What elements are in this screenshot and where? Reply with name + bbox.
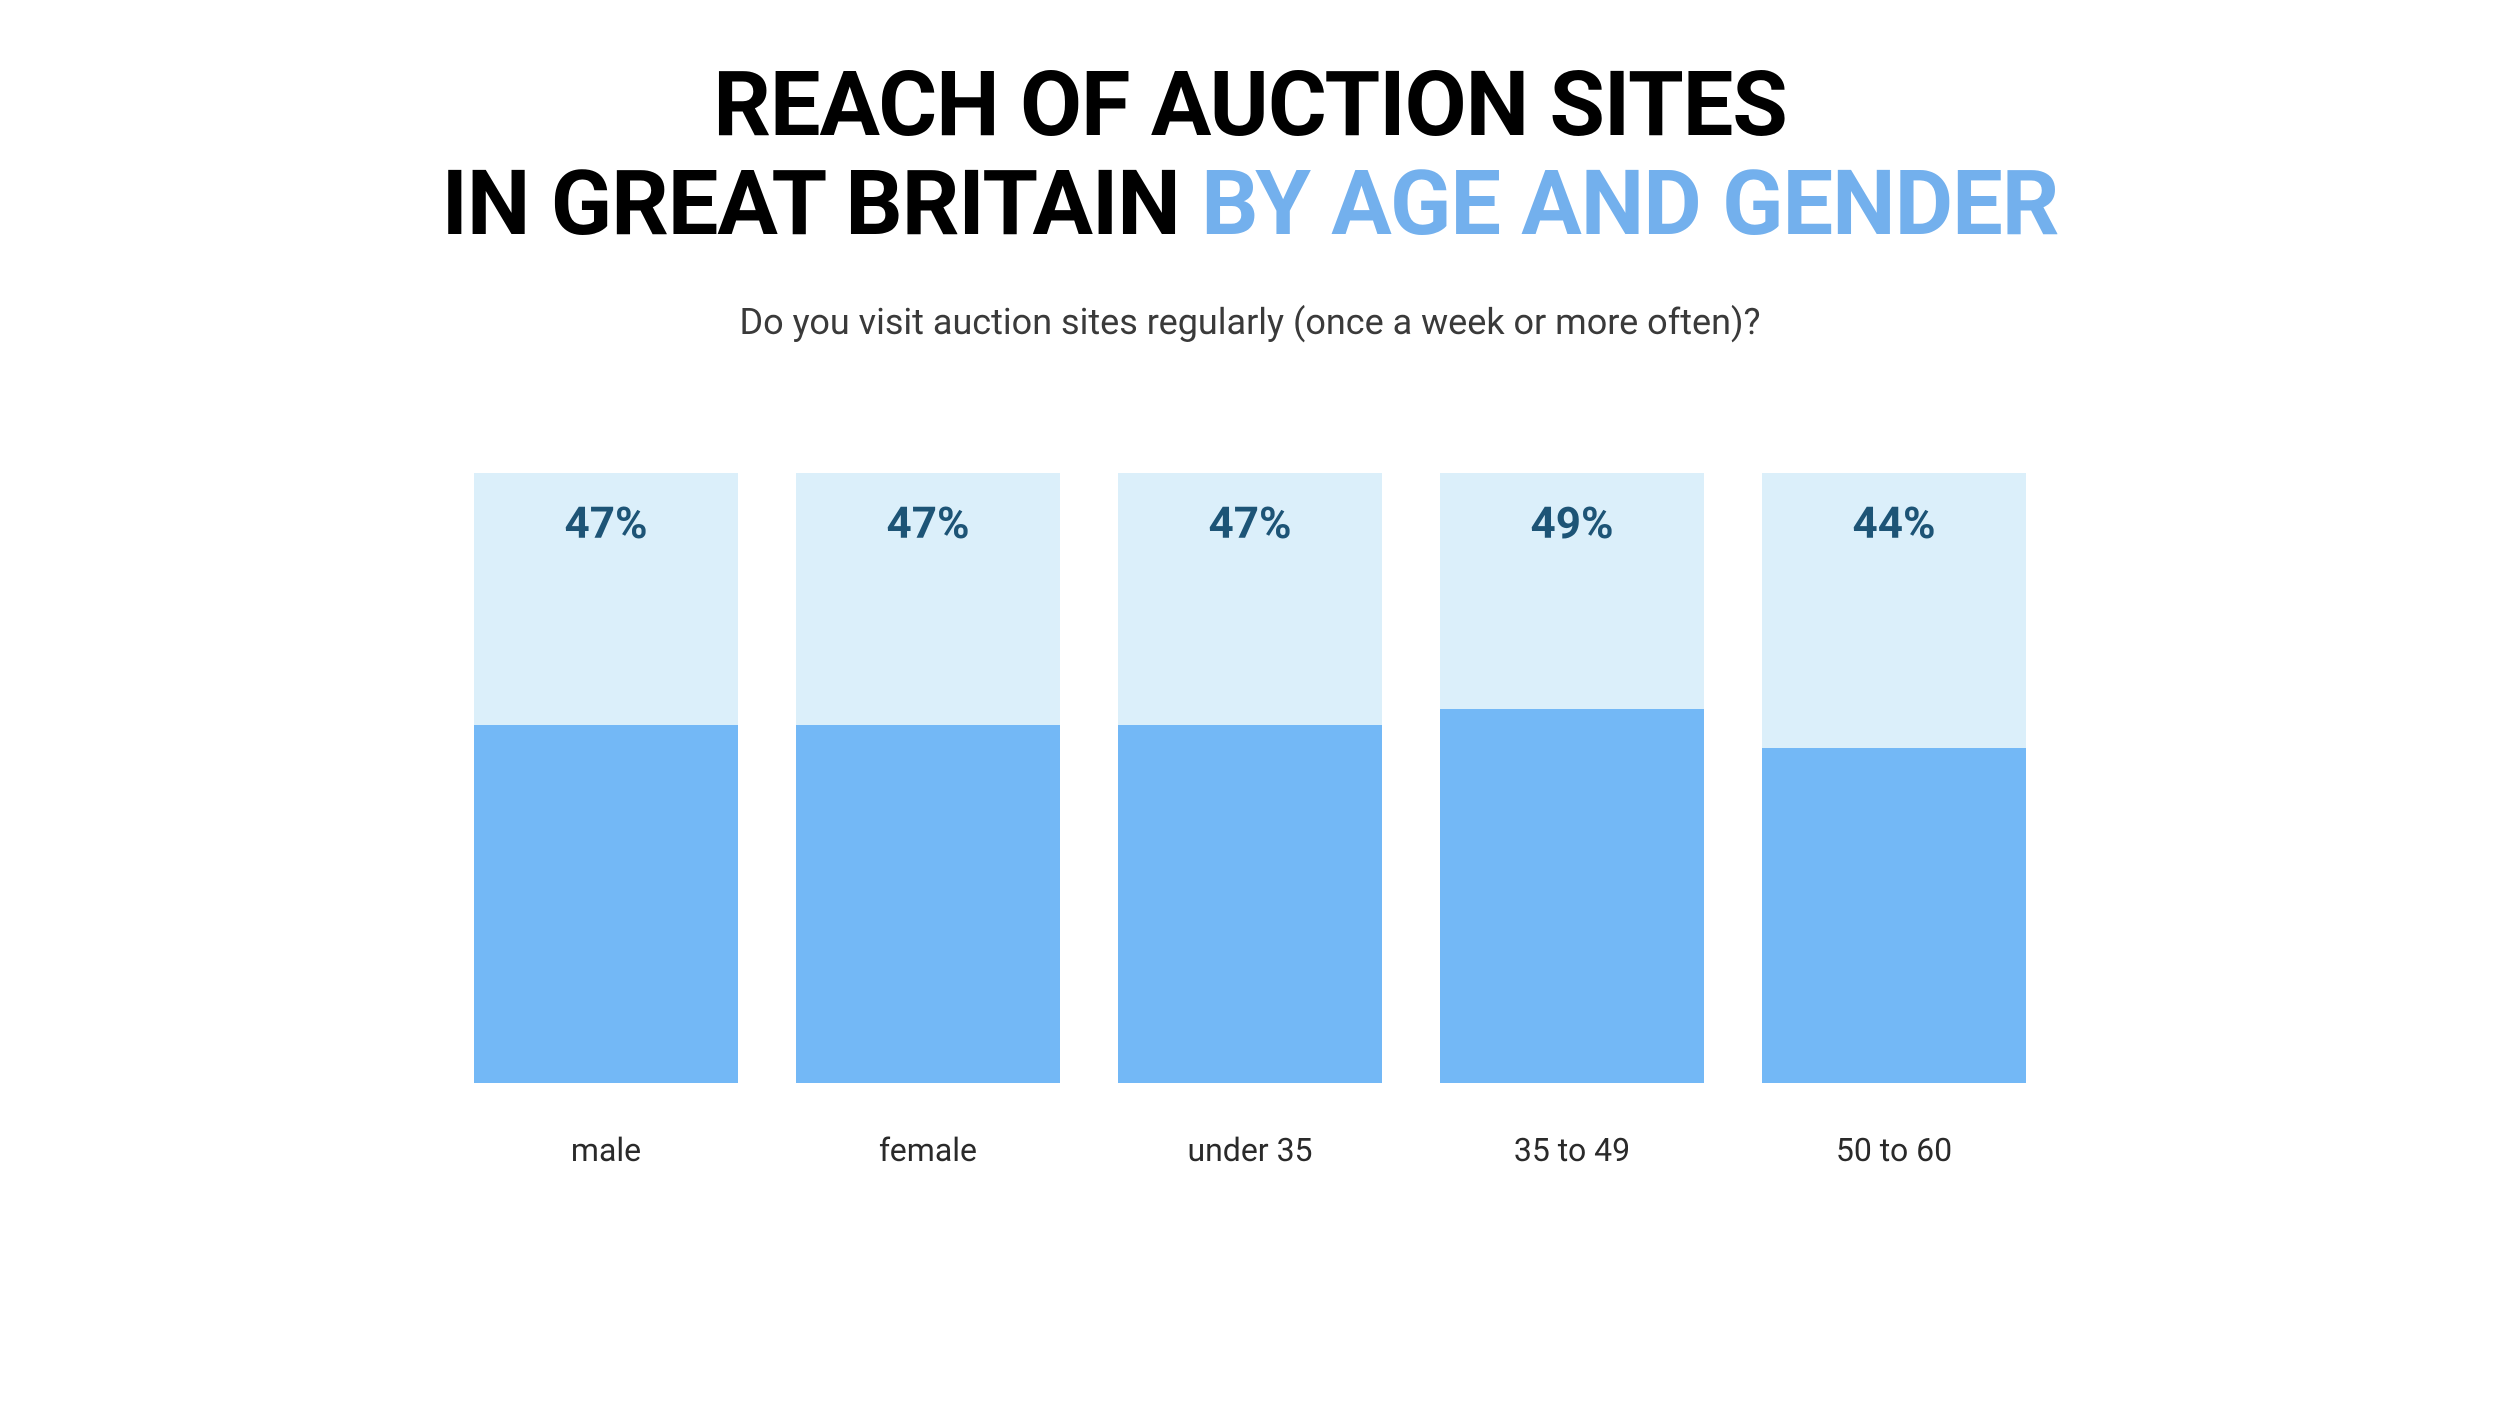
bar-fill xyxy=(796,725,1060,1083)
bar-category-label: male xyxy=(571,1131,641,1169)
chart-subtitle: Do you visit auction sites regularly (on… xyxy=(739,301,1760,343)
bar-group: 47% male xyxy=(474,473,738,1169)
bar-category-label: under 35 xyxy=(1187,1131,1312,1169)
bar-group: 49% 35 to 49 xyxy=(1440,473,1704,1169)
bar-value-label: 49% xyxy=(1440,497,1704,549)
bar-fill xyxy=(474,725,738,1083)
title-line2-blue: BY AGE AND GENDER xyxy=(1201,151,2058,256)
bar-value-label: 44% xyxy=(1762,497,2026,549)
title-line1: REACH OF AUCTION SITES xyxy=(713,52,1787,157)
bar-outer: 44% xyxy=(1762,473,2026,1083)
chart-container: REACH OF AUCTION SITES IN GREAT BRITAIN … xyxy=(0,0,2500,1406)
bar-category-label: female xyxy=(879,1131,977,1169)
bar-fill xyxy=(1118,725,1382,1083)
bar-value-label: 47% xyxy=(1118,497,1382,549)
chart-title: REACH OF AUCTION SITES IN GREAT BRITAIN … xyxy=(442,55,2059,253)
bar-category-label: 50 to 60 xyxy=(1836,1131,1952,1169)
bar-fill xyxy=(1440,709,1704,1083)
bar-outer: 49% xyxy=(1440,473,1704,1083)
bar-value-label: 47% xyxy=(796,497,1060,549)
bar-group: 47% under 35 xyxy=(1118,473,1382,1169)
bar-value-label: 47% xyxy=(474,497,738,549)
bar-outer: 47% xyxy=(1118,473,1382,1083)
bar-outer: 47% xyxy=(474,473,738,1083)
bar-fill xyxy=(1762,748,2026,1084)
title-line2-black: IN GREAT BRITAIN xyxy=(442,151,1202,256)
bar-category-label: 35 to 49 xyxy=(1514,1131,1630,1169)
bar-outer: 47% xyxy=(796,473,1060,1083)
bar-chart: 47% male 47% female 47% under 35 49% 35 to 49 44… xyxy=(474,473,2026,1169)
bar-group: 47% female xyxy=(796,473,1060,1169)
bar-group: 44% 50 to 60 xyxy=(1762,473,2026,1169)
